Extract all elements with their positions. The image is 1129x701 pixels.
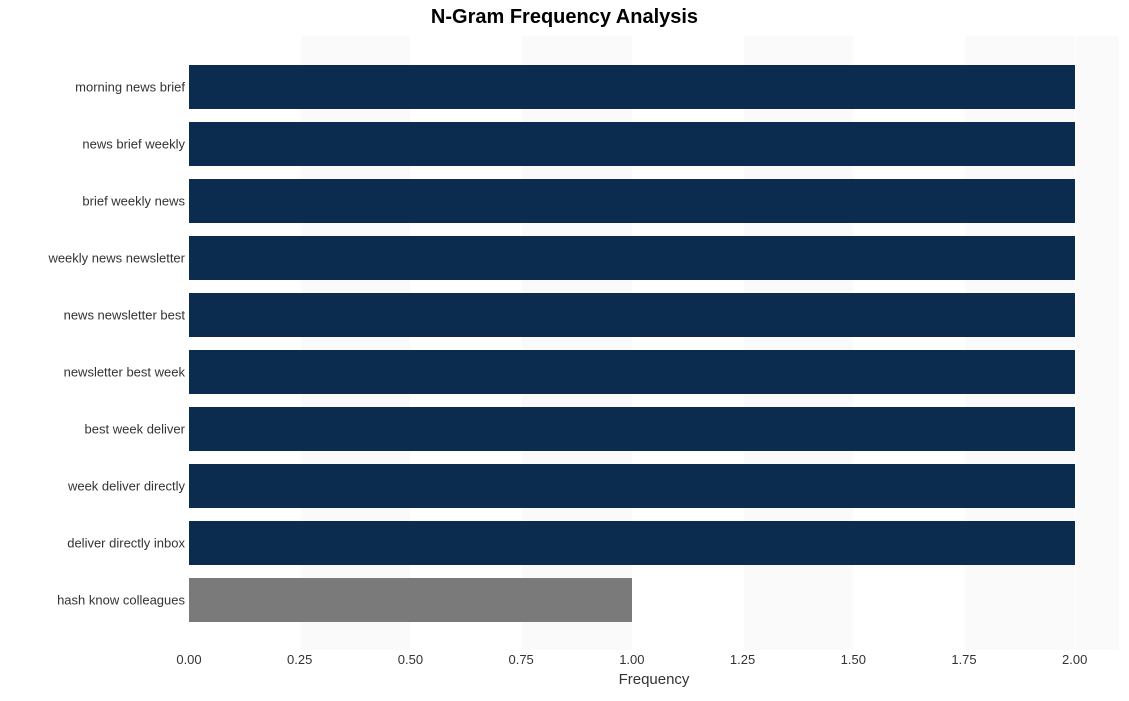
grid-band <box>1075 36 1119 650</box>
chart-title: N-Gram Frequency Analysis <box>0 6 1129 29</box>
y-tick-label: hash know colleagues <box>0 593 185 608</box>
bar <box>189 179 1075 223</box>
bar <box>189 521 1075 565</box>
x-tick-label: 1.50 <box>841 652 866 667</box>
bar <box>189 407 1075 451</box>
ngram-chart: N-Gram Frequency Analysis morning news b… <box>0 0 1129 701</box>
bar <box>189 293 1075 337</box>
x-tick-label: 1.00 <box>619 652 644 667</box>
x-tick-label: 0.75 <box>508 652 533 667</box>
bar <box>189 65 1075 109</box>
x-tick-label: 0.00 <box>176 652 201 667</box>
x-axis-label: Frequency <box>189 671 1119 688</box>
bar <box>189 350 1075 394</box>
y-tick-label: weekly news newsletter <box>0 251 185 266</box>
y-tick-label: week deliver directly <box>0 479 185 494</box>
y-tick-label: brief weekly news <box>0 194 185 209</box>
y-tick-label: news newsletter best <box>0 308 185 323</box>
y-tick-label: best week deliver <box>0 422 185 437</box>
gridline <box>1075 36 1076 650</box>
x-tick-label: 0.25 <box>287 652 312 667</box>
y-tick-label: morning news brief <box>0 80 185 95</box>
x-tick-label: 1.25 <box>730 652 755 667</box>
x-tick-label: 0.50 <box>398 652 423 667</box>
bar <box>189 578 632 622</box>
y-tick-label: news brief weekly <box>0 137 185 152</box>
y-tick-label: newsletter best week <box>0 365 185 380</box>
x-tick-label: 2.00 <box>1062 652 1087 667</box>
bar <box>189 236 1075 280</box>
y-tick-label: deliver directly inbox <box>0 536 185 551</box>
plot-area <box>189 36 1119 650</box>
x-tick-label: 1.75 <box>951 652 976 667</box>
bar <box>189 464 1075 508</box>
bar <box>189 122 1075 166</box>
